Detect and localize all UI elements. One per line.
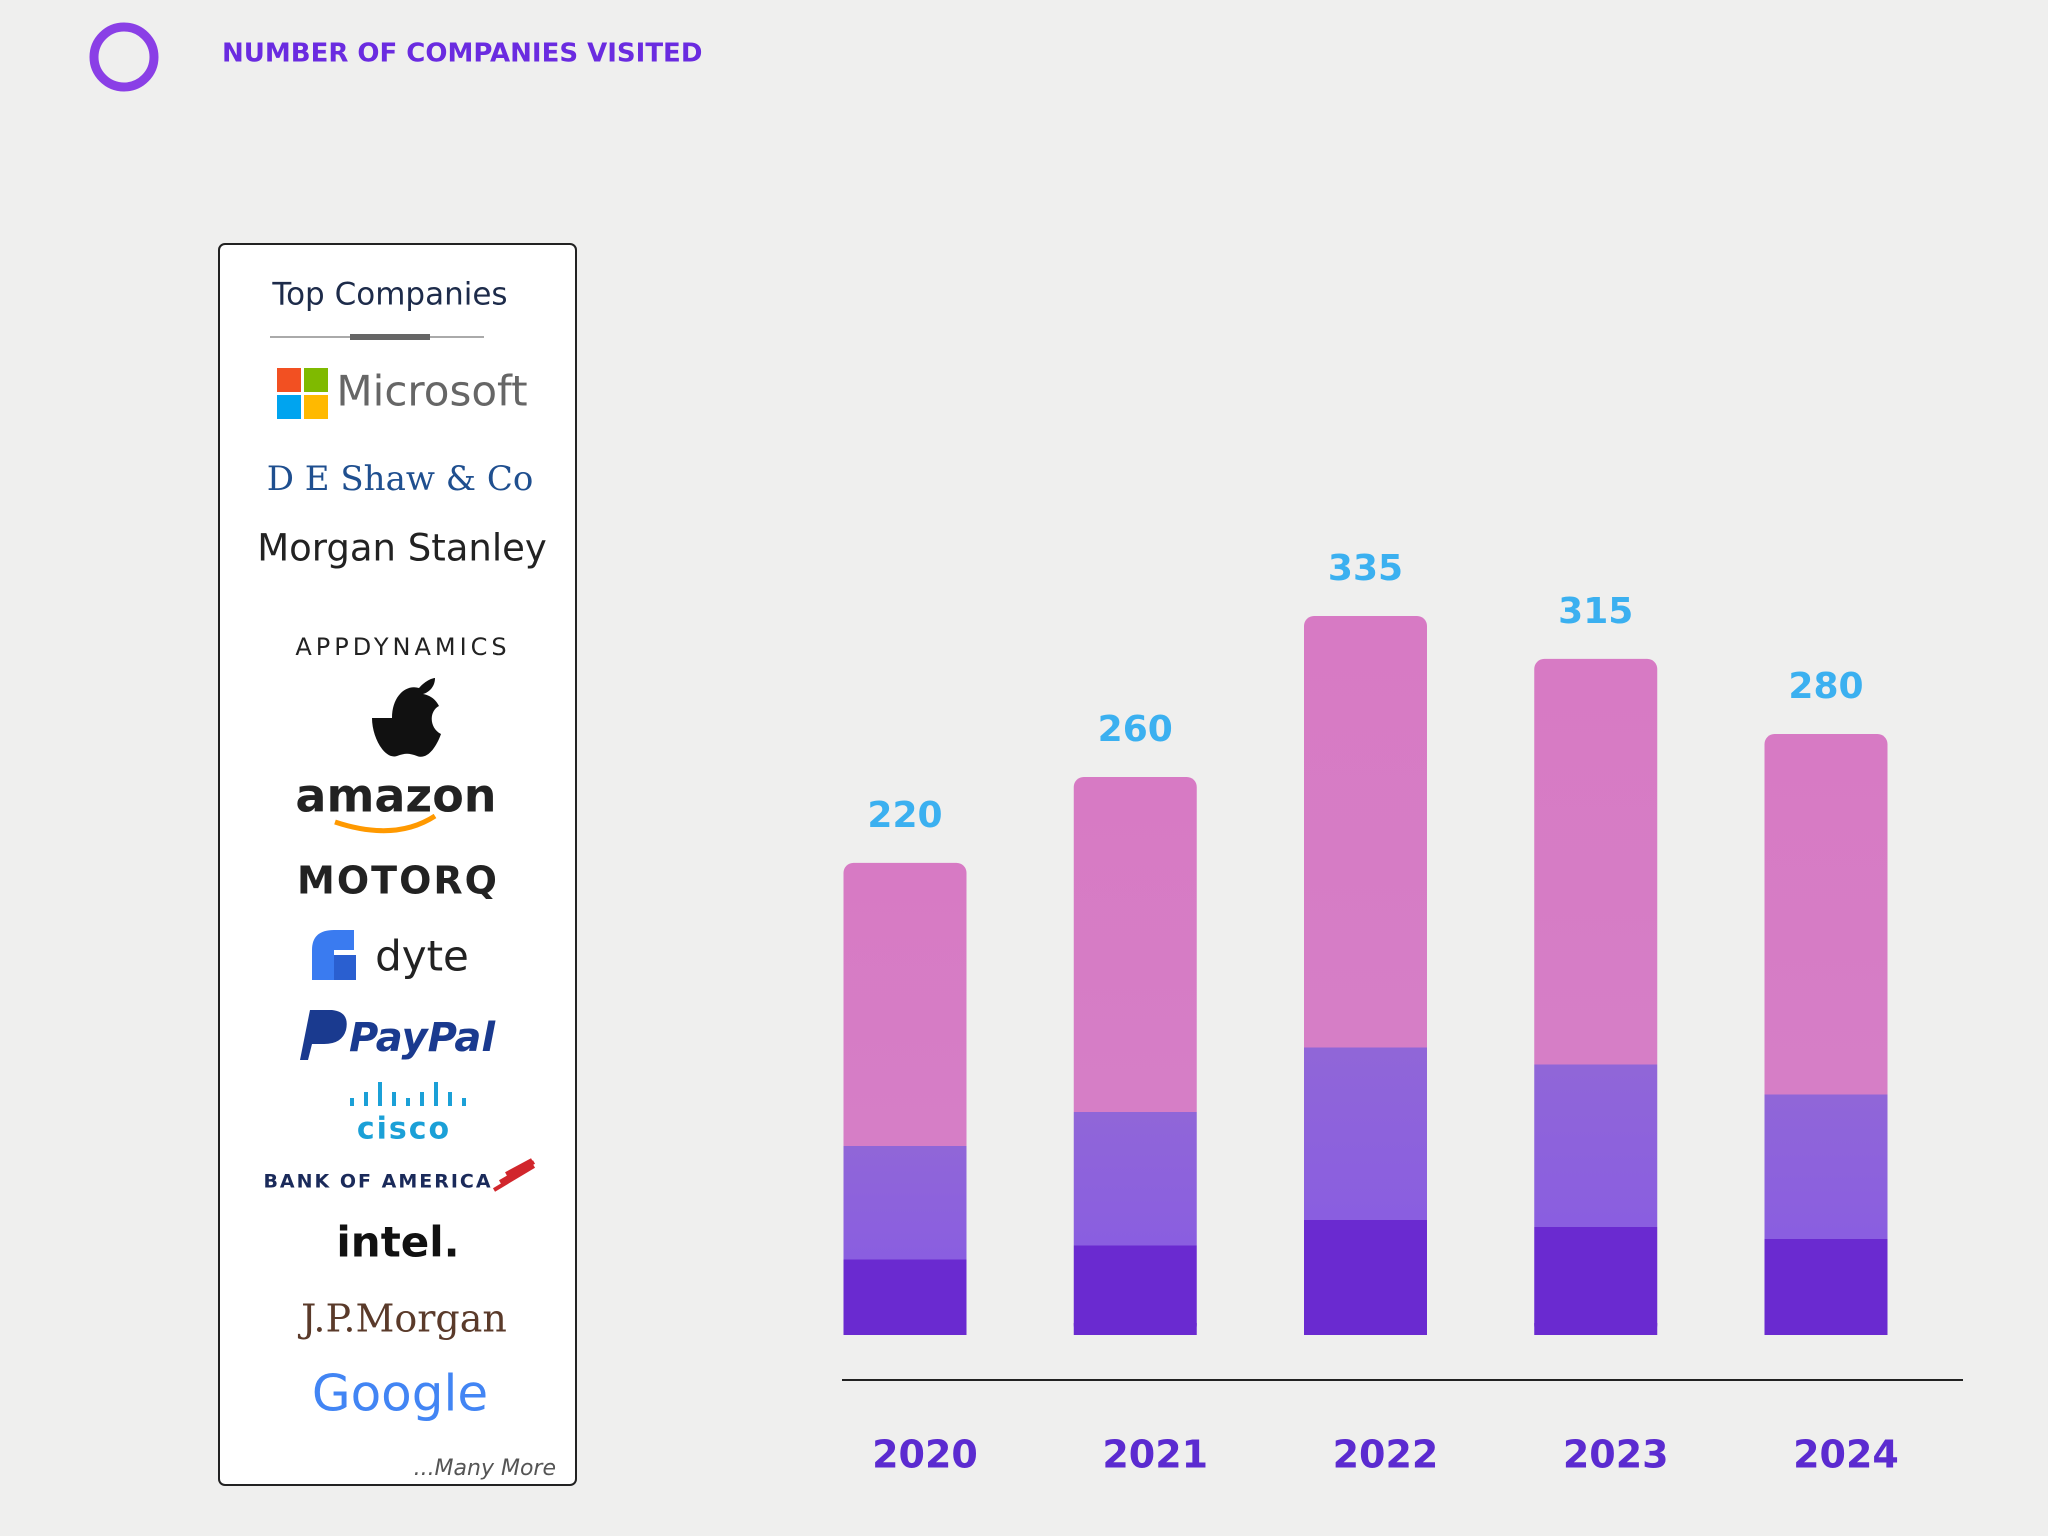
- company: Google: [312, 1365, 488, 1423]
- panel-title: Top Companies: [271, 277, 507, 313]
- apple-logo: [372, 678, 441, 757]
- company: amazon: [295, 769, 496, 823]
- x-tick-label: 2021: [1102, 1433, 1208, 1477]
- value-label: 280: [1788, 666, 1863, 707]
- bar: [1304, 616, 1427, 1335]
- value-label: 220: [867, 795, 942, 836]
- company: cisco: [357, 1112, 451, 1147]
- logo-ring: [89, 22, 159, 92]
- bar-foot: [1073, 1323, 1197, 1335]
- companies-panel: Top Companies Microsoft D E Shaw & Co Mo…: [218, 243, 577, 1486]
- bar-foot: [1304, 1323, 1427, 1335]
- company: MOTORQ: [297, 859, 499, 903]
- microsoft-logo: [277, 368, 328, 419]
- company: Morgan Stanley: [257, 527, 547, 570]
- bar: [843, 862, 967, 1335]
- bar-foot: [843, 1323, 967, 1335]
- x-tick-label: 2022: [1333, 1433, 1439, 1477]
- x-tick-label: 2024: [1793, 1433, 1899, 1477]
- dyte-logo: [312, 930, 354, 980]
- bar-foot: [1534, 1323, 1658, 1335]
- paypal-logo: [300, 1010, 347, 1060]
- bar: [1534, 658, 1658, 1335]
- cisco-bars: [350, 1082, 466, 1106]
- amazon-smile: [334, 813, 437, 834]
- x-tick-label: 2020: [872, 1433, 978, 1477]
- panel-footer: ...Many More: [414, 1456, 556, 1481]
- bar: [1764, 734, 1888, 1335]
- panel-box: [218, 243, 577, 1486]
- company: BANK OF AMERICA: [263, 1171, 492, 1193]
- value-label: 315: [1558, 591, 1633, 632]
- value-label: 260: [1098, 709, 1173, 750]
- company: J.P.Morgan: [297, 1297, 507, 1341]
- x-tick-label: 2023: [1563, 1433, 1669, 1477]
- company: intel.: [336, 1218, 459, 1267]
- dyte-logo: [334, 955, 356, 980]
- value-label: 335: [1328, 548, 1403, 589]
- company: D E Shaw & Co: [267, 459, 534, 499]
- bar-foot: [1764, 1323, 1888, 1335]
- boa-flag: [492, 1158, 536, 1192]
- company: Microsoft: [336, 367, 527, 416]
- company: PayPal: [349, 1015, 496, 1061]
- company: APPDYNAMICS: [295, 633, 510, 661]
- bar: [1073, 776, 1197, 1335]
- company: dyte: [375, 932, 469, 981]
- page-title: NUMBER OF COMPANIES VISITED: [222, 39, 702, 69]
